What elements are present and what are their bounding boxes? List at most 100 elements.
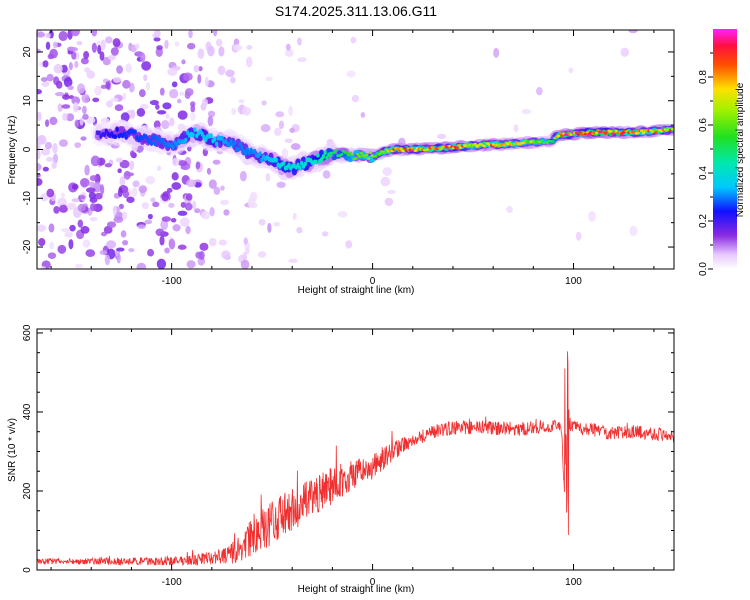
spectrogram-noise-speck — [37, 224, 47, 232]
spectrogram-noise-speck — [188, 30, 193, 39]
spectrogram-noise-speck — [275, 111, 285, 118]
spectrogram-noise-speck — [179, 91, 185, 96]
spectrogram-noise-speck — [575, 231, 582, 241]
spectrogram-ridge-core — [220, 135, 224, 141]
spectrogram-noise-speck — [153, 30, 161, 38]
spectrogram-ridge-core — [356, 152, 360, 156]
colorbar-ticks: 0.0 0.2 0.4 0.6 0.8 — [698, 52, 713, 276]
spectrogram-noise-speck — [74, 142, 82, 148]
spectrogram-noise-speck — [284, 48, 294, 57]
spectrogram-ridge-core — [551, 140, 555, 143]
spectrogram-noise-speck — [42, 166, 49, 172]
spectrogram-noise-speck — [123, 170, 131, 180]
spectrogram-noise-speck — [190, 111, 196, 122]
spectrogram-noise-speck — [161, 216, 172, 222]
spectrogram-noise-speck — [88, 181, 96, 188]
spectrogram-noise-speck — [181, 59, 186, 65]
spectrogram-noise-speck — [74, 119, 79, 128]
spectrogram-y-label: Frequency (Hz) — [7, 116, 18, 185]
spectrogram-noise-speck — [346, 70, 356, 78]
spectrogram-noise-speck — [233, 38, 240, 46]
spectrogram-noise-speck — [186, 260, 196, 269]
spectrogram-ridge-core — [354, 157, 358, 160]
spectrogram-ridge-core — [439, 147, 443, 151]
spectrogram-ridge-core — [274, 157, 278, 163]
snr-y-tick-label: 200 — [22, 482, 33, 499]
spectrogram-noise-speck — [112, 76, 122, 83]
spectrogram-noise-speck — [155, 228, 165, 237]
spectrogram-noise-speck — [139, 52, 146, 63]
spectrogram-noise-speck — [208, 179, 217, 189]
spectrogram-noise-speck — [535, 87, 543, 96]
spectrogram-noise-speck — [118, 187, 123, 198]
spectrogram-noise-speck — [122, 92, 127, 101]
spectrogram-noise-speck — [77, 219, 84, 228]
spectrogram-y-tick-label: 20 — [22, 46, 33, 58]
spectrogram-noise-speck — [74, 60, 79, 69]
spectrogram-ridge-core — [540, 139, 544, 143]
spectrogram-ridge-core — [594, 131, 599, 135]
spectrogram-noise-speck — [231, 107, 237, 115]
spectrogram-noise-speck — [206, 167, 212, 175]
colorbar-gradient — [713, 29, 737, 269]
spectrogram-noise-speck — [233, 44, 243, 52]
spectrogram-noise-speck — [96, 40, 101, 45]
spectrogram-noise-speck — [288, 258, 298, 264]
spectrogram-ridge-mid — [355, 150, 361, 155]
spectrogram-ridge-core — [455, 146, 459, 150]
colorbar-tick-label: 0.6 — [698, 118, 709, 132]
spectrogram-noise-speck — [37, 111, 42, 122]
snr-background — [37, 329, 674, 570]
spectrogram-noise-speck — [112, 205, 117, 216]
spectrogram-noise-speck — [67, 85, 74, 91]
spectrogram-noise-speck — [506, 205, 513, 214]
spectrogram-ridge-core — [260, 157, 264, 163]
spectrogram-noise-speck — [186, 179, 196, 188]
spectrogram-noise-speck — [620, 47, 630, 57]
spectrogram-noise-speck — [150, 197, 156, 203]
spectrogram-noise-speck — [46, 73, 54, 82]
spectrogram-noise-speck — [89, 175, 98, 182]
spectrogram-ridge-core — [298, 165, 302, 171]
spectrogram-noise-speck — [213, 30, 218, 37]
figure-title: S174.2025.311.13.06.G11 — [275, 3, 437, 19]
spectrogram-noise-speck — [105, 36, 113, 44]
spectrogram-noise-speck — [182, 72, 193, 81]
spectrogram-ridge-core — [233, 140, 237, 146]
spectrogram-noise-speck — [152, 201, 160, 208]
spectrogram-x-tick-label: 100 — [565, 276, 582, 287]
spectrogram-noise-speck — [187, 42, 196, 50]
spectrogram-ridge-core — [357, 155, 362, 158]
spectrogram-noise-speck — [125, 63, 132, 73]
spectrogram-noise-speck — [61, 227, 71, 233]
spectrogram-noise-speck — [37, 177, 43, 187]
spectrogram-noise-speck — [117, 168, 122, 174]
spectrogram-noise-speck — [274, 127, 282, 136]
spectrogram-noise-speck — [89, 216, 98, 222]
spectrogram-noise-speck — [49, 116, 58, 126]
snr-y-tick-label: 600 — [22, 324, 33, 341]
spectrogram-ridge-core — [240, 145, 244, 151]
spectrogram-noise-speck — [159, 235, 165, 246]
spectrogram-noise-speck — [297, 37, 302, 46]
spectrogram-noise-speck — [159, 87, 165, 96]
spectrogram-noise-speck — [66, 113, 75, 122]
spectrogram-noise-speck — [129, 150, 135, 157]
spectrogram-noise-speck — [132, 180, 140, 188]
spectrogram-ridge-core — [482, 144, 486, 148]
snr-x-tick-label: 100 — [565, 577, 582, 588]
spectrogram-ridge-core — [204, 137, 208, 143]
spectrogram-noise-speck — [145, 175, 156, 185]
spectrogram-noise-speck — [141, 61, 152, 71]
spectrogram-noise-speck — [177, 98, 182, 104]
spectrogram-noise-speck — [387, 189, 396, 195]
spectrogram-noise-speck — [177, 244, 187, 250]
spectrogram-noise-speck — [217, 65, 226, 76]
spectrogram-x-tick-label: -100 — [162, 276, 182, 287]
spectrogram-noise-speck — [197, 74, 202, 84]
spectrogram-noise-speck — [204, 76, 209, 87]
spectrogram-noise-speck — [122, 211, 128, 220]
spectrogram-noise-speck — [37, 89, 42, 95]
